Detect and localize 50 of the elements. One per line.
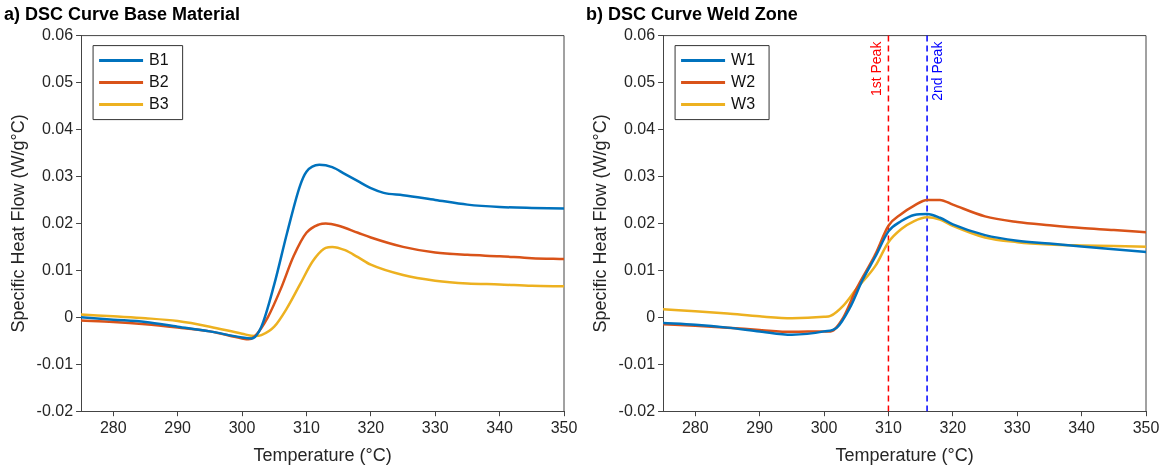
x-tick-label: 280 [99, 419, 127, 437]
y-tick-label: 0.06 [623, 26, 656, 44]
y-tick-label: 0.04 [41, 119, 74, 137]
y-tick-label: -0.02 [36, 401, 74, 419]
y-tick-label: 0.01 [41, 260, 74, 278]
x-axis-title: Temperature (°C) [835, 445, 974, 466]
line-series [81, 245, 564, 338]
legend-label: B3 [149, 95, 169, 113]
line-series [81, 163, 564, 340]
x-tick-label: 320 [939, 419, 967, 437]
x-tick-label: 340 [1068, 419, 1096, 437]
y-tick-label: 0.02 [41, 213, 74, 231]
y-tick-label: 0.04 [623, 119, 656, 137]
x-tick-label: 350 [550, 419, 578, 437]
y-tick-label: 0.03 [623, 166, 656, 184]
x-tick-label: 300 [810, 419, 838, 437]
y-tick-label: -0.01 [36, 354, 74, 372]
y-tick-label: 0.06 [41, 26, 74, 44]
x-axis-title: Temperature (°C) [253, 445, 392, 466]
y-axis-title: Specific Heat Flow (W/g°C) [589, 114, 610, 333]
y-tick-label: 0.05 [41, 72, 74, 90]
legend-label: B2 [149, 73, 169, 91]
x-tick-label: 290 [746, 419, 774, 437]
y-tick-label: 0.03 [41, 166, 74, 184]
x-tick-label: 300 [228, 419, 256, 437]
y-tick-label: 0 [64, 307, 74, 325]
y-axis-title: Specific Heat Flow (W/g°C) [7, 114, 28, 333]
legend-label: W2 [731, 73, 756, 91]
y-tick-label: 0 [646, 307, 656, 325]
y-tick-label: 0.02 [623, 213, 656, 231]
x-tick-label: 290 [164, 419, 192, 437]
legend-label: W3 [731, 95, 756, 113]
y-tick-label: -0.02 [618, 401, 656, 419]
x-tick-label: 350 [1132, 419, 1160, 437]
legend-label: B1 [149, 51, 169, 69]
y-tick-label: 0.01 [623, 260, 656, 278]
x-tick-label: 310 [875, 419, 902, 437]
chart-title: a) DSC Curve Base Material [4, 3, 241, 24]
chart-title: b) DSC Curve Weld Zone [586, 3, 798, 24]
x-tick-label: 310 [293, 419, 320, 437]
legend-label: W1 [731, 51, 756, 69]
x-tick-label: 330 [1003, 419, 1031, 437]
y-tick-label: 0.05 [623, 72, 656, 90]
ref-line-label: 1st Peak [868, 40, 885, 97]
ref-line-label: 2nd Peak [928, 40, 945, 101]
x-tick-label: 330 [421, 419, 449, 437]
y-tick-label: -0.01 [618, 354, 656, 372]
x-tick-label: 280 [681, 419, 709, 437]
x-tick-label: 320 [357, 419, 385, 437]
x-tick-label: 340 [486, 419, 514, 437]
